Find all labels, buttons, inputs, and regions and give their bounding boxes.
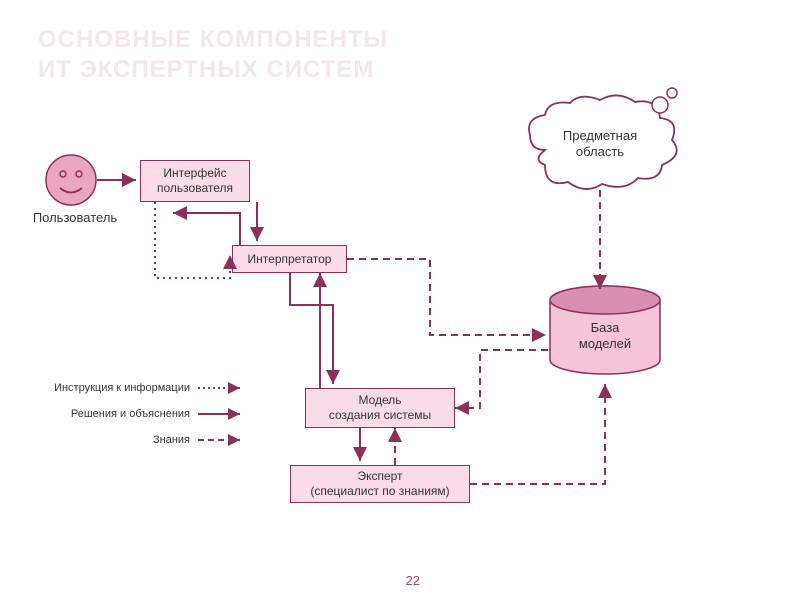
edge-db_left_out-model_right: [455, 350, 548, 408]
legend-row1-line: [196, 382, 246, 394]
edge-interpreter_right-db_left: [347, 259, 546, 335]
node-interface-label: Интерфейспользователя: [157, 166, 233, 196]
title-line-2: ИТ ЭКСПЕРТНЫХ СИСТЕМ: [38, 56, 374, 83]
svg-text:Предметная: Предметная: [563, 128, 637, 143]
edge-interpreter-interface_up: [173, 213, 240, 245]
node-expert: Эксперт(специалист по знаниям): [290, 465, 470, 503]
node-interface: Интерфейспользователя: [140, 160, 250, 202]
svg-text:область: область: [576, 144, 624, 159]
page-number: 22: [406, 573, 420, 588]
node-user-label: Пользователь: [20, 210, 130, 225]
legend-row1-label: Инструкция к информации: [40, 382, 196, 394]
diagram-title: ОСНОВНЫЕ КОМПОНЕНТЫ ИТ ЭКСПЕРТНЫХ СИСТЕМ: [38, 25, 388, 85]
node-interpreter: Интерпретатор: [232, 245, 347, 273]
legend: Инструкция к информации Решения и объясн…: [40, 380, 246, 458]
legend-row2-label: Решения и объяснения: [40, 408, 196, 420]
node-expert-label: Эксперт(специалист по знаниям): [310, 469, 449, 499]
edge-interface_back-user_down: [155, 202, 230, 278]
legend-row2-line: [196, 408, 246, 420]
svg-text:База: База: [591, 320, 621, 335]
node-model: Модельсоздания системы: [305, 388, 455, 428]
title-line-1: ОСНОВНЫЕ КОМПОНЕНТЫ: [38, 26, 388, 53]
subject-area-cloud: Предметная область: [529, 88, 677, 189]
database-icon: База моделей: [550, 286, 660, 374]
diagram-overlay: Предметная область База моделей: [0, 0, 800, 600]
user-face-icon: [46, 155, 96, 205]
node-model-label: Модельсоздания системы: [329, 393, 431, 423]
svg-text:моделей: моделей: [579, 336, 631, 351]
edge-interpreter_down-model_up: [290, 273, 333, 384]
legend-row3-label: Знания: [40, 434, 196, 446]
node-interpreter-label: Интерпретатор: [248, 252, 332, 267]
edge-expert_right-db_bottom: [470, 384, 605, 484]
legend-row3-line: [196, 434, 246, 446]
